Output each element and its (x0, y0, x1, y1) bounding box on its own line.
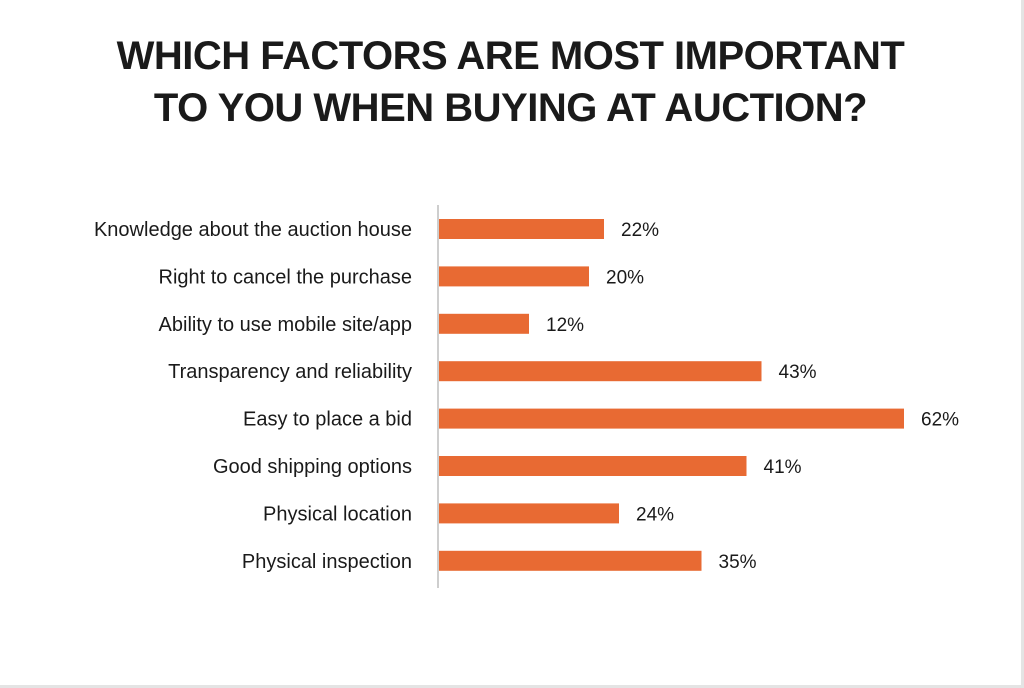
bar (439, 550, 702, 571)
bar (439, 313, 529, 334)
bar (439, 266, 589, 287)
category-label: Right to cancel the purchase (159, 266, 413, 288)
bar (439, 456, 747, 476)
chart-title: WHICH FACTORS ARE MOST IMPORTANT TO YOU … (0, 30, 1021, 134)
value-label: 22% (621, 220, 659, 241)
chart-title-line-1: WHICH FACTORS ARE MOST IMPORTANT (116, 34, 905, 78)
value-label: 24% (636, 504, 674, 525)
bars-layer: Knowledge about the auction house 22% Righ… (94, 219, 959, 573)
category-label: Physical location (263, 503, 412, 525)
chart-title-line-2: TO YOU WHEN BUYING AT AUCTION? (153, 86, 868, 130)
value-label: 12% (546, 315, 584, 336)
bar (439, 219, 604, 239)
category-label: Transparency and reliability (168, 361, 412, 383)
category-label: Knowledge about the auction house (94, 219, 412, 241)
bar (439, 408, 904, 429)
category-label: Ability to use mobile site/app (159, 314, 412, 336)
category-label: Good shipping options (213, 456, 412, 478)
bar (439, 361, 762, 382)
bar (439, 503, 619, 524)
value-label: 43% (779, 362, 817, 383)
value-label: 35% (719, 552, 757, 573)
category-label: Easy to place a bid (243, 409, 412, 431)
value-label: 41% (764, 457, 802, 478)
category-label: Physical inspection (242, 551, 412, 573)
value-label: 62% (921, 410, 959, 431)
value-label: 20% (606, 267, 644, 288)
